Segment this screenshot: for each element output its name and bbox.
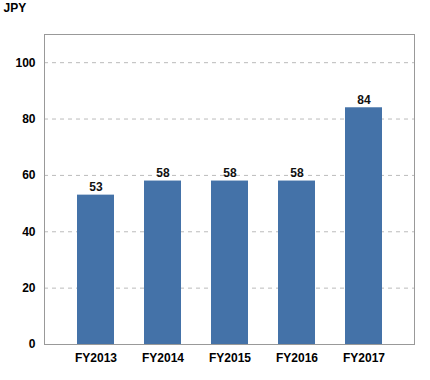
svg-text:JPY: JPY [4, 1, 27, 15]
svg-text:FY2015: FY2015 [209, 351, 251, 365]
svg-text:58: 58 [156, 166, 170, 180]
svg-text:60: 60 [22, 168, 36, 182]
svg-text:FY2014: FY2014 [142, 351, 184, 365]
svg-text:FY2016: FY2016 [276, 351, 318, 365]
svg-text:40: 40 [22, 225, 36, 239]
svg-text:53: 53 [89, 180, 103, 194]
svg-text:58: 58 [223, 166, 237, 180]
svg-text:0: 0 [29, 337, 36, 351]
svg-text:84: 84 [357, 93, 371, 107]
svg-text:20: 20 [22, 281, 36, 295]
svg-text:80: 80 [22, 112, 36, 126]
svg-text:FY2013: FY2013 [75, 351, 117, 365]
svg-text:100: 100 [15, 56, 35, 70]
svg-text:58: 58 [290, 166, 304, 180]
svg-text:FY2017: FY2017 [343, 351, 385, 365]
